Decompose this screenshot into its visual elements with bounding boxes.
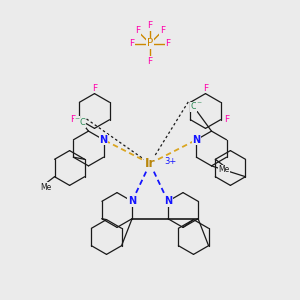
Text: Ir: Ir [145, 157, 155, 170]
Text: Me: Me [40, 183, 51, 192]
Text: F: F [135, 26, 140, 35]
Text: N: N [192, 135, 200, 145]
Text: P: P [147, 38, 153, 49]
Text: N: N [164, 196, 172, 206]
Text: 3+: 3+ [164, 157, 177, 166]
Text: F: F [147, 57, 153, 66]
Text: Me: Me [219, 165, 230, 174]
Text: F: F [165, 39, 171, 48]
Text: F: F [160, 26, 165, 35]
Text: F: F [70, 115, 75, 124]
Text: N: N [128, 196, 136, 206]
Text: F: F [147, 21, 153, 30]
Text: ⁻: ⁻ [74, 116, 80, 126]
Text: C: C [80, 118, 85, 127]
Text: F: F [203, 84, 208, 93]
Text: F: F [225, 115, 230, 124]
Text: ⁻: ⁻ [196, 100, 201, 110]
Text: F: F [129, 39, 135, 48]
Text: C: C [190, 102, 196, 111]
Text: F: F [92, 84, 97, 93]
Text: N: N [100, 135, 108, 145]
